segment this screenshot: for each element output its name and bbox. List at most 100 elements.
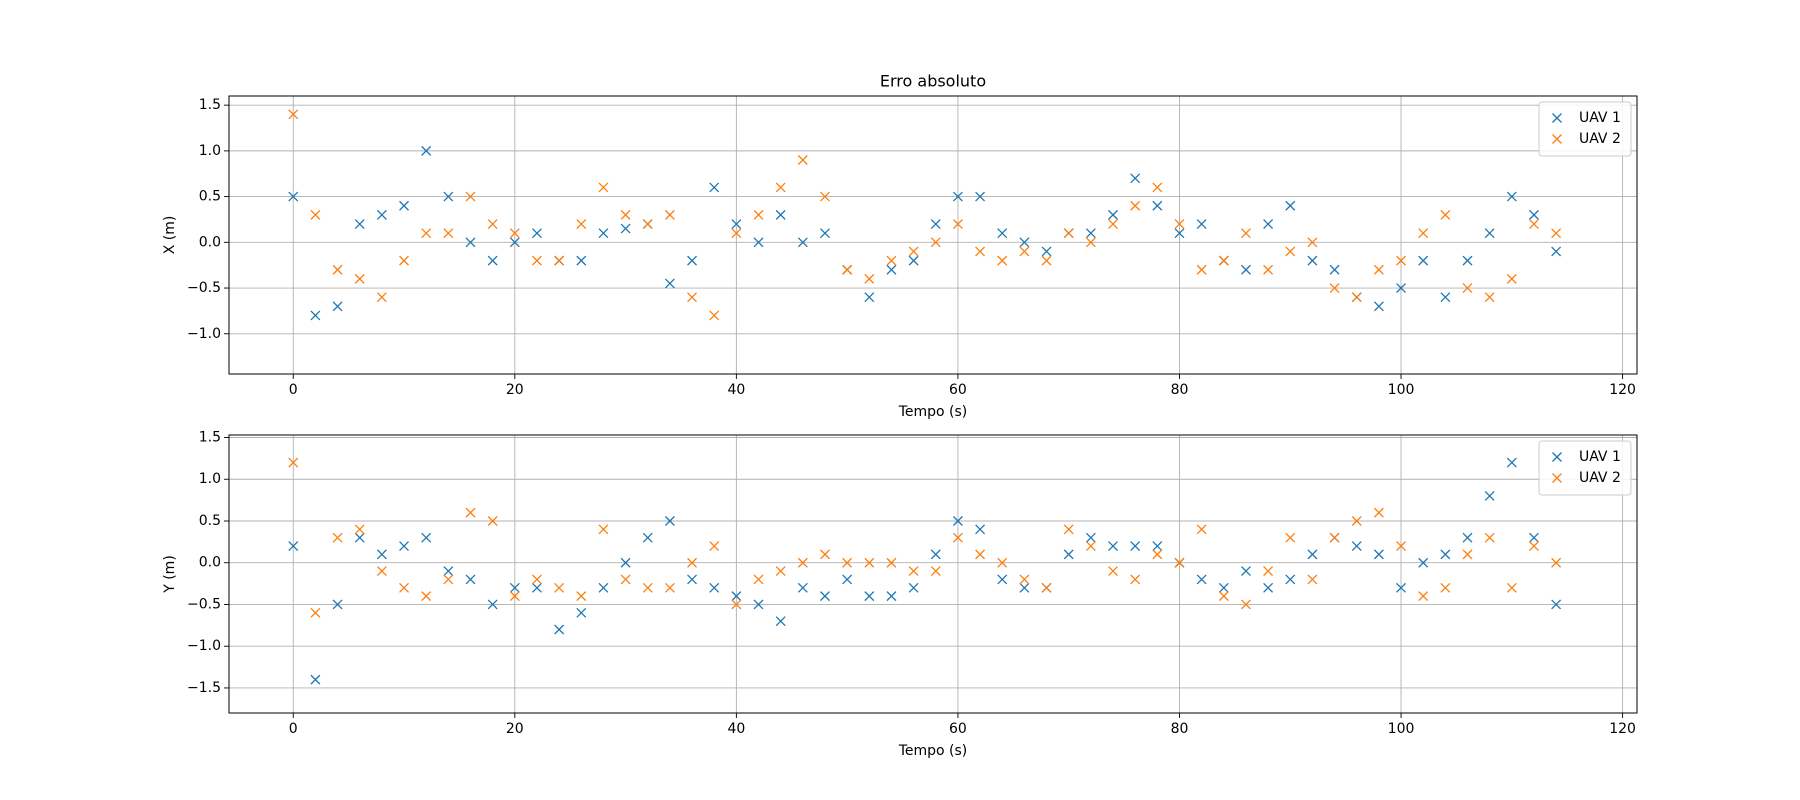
data-point — [1240, 228, 1251, 239]
data-point — [487, 599, 498, 610]
data-point — [1462, 532, 1473, 543]
data-point — [310, 607, 321, 618]
data-point — [1263, 566, 1274, 577]
data-point — [1285, 532, 1296, 543]
data-point — [1174, 219, 1185, 229]
data-point — [908, 582, 919, 593]
data-point — [354, 532, 365, 543]
data-point — [288, 541, 299, 551]
data-point — [1462, 255, 1473, 266]
x-tick-label: 120 — [1609, 382, 1636, 398]
data-point — [532, 228, 542, 239]
data-point — [1551, 246, 1562, 257]
data-point — [1085, 532, 1096, 543]
data-point — [509, 228, 520, 239]
legend-label: UAV 1 — [1579, 110, 1621, 126]
data-point — [598, 228, 609, 239]
data-point — [1440, 209, 1451, 220]
data-point — [465, 507, 476, 518]
data-point — [288, 109, 299, 120]
data-point — [332, 599, 343, 610]
y-tick-label: −0.5 — [187, 280, 221, 296]
data-point — [1063, 228, 1074, 239]
data-point — [709, 541, 720, 551]
data-point — [952, 516, 963, 526]
x-tick-label: 80 — [1171, 721, 1189, 737]
y-tick-label: 1.0 — [199, 471, 221, 487]
y-axis-label: X (m) — [162, 216, 178, 255]
data-point — [1440, 549, 1451, 560]
data-point — [576, 255, 587, 266]
data-point — [997, 255, 1008, 266]
data-point — [532, 255, 542, 266]
data-point — [1329, 283, 1340, 293]
data-point — [886, 557, 897, 568]
data-point — [1329, 532, 1340, 543]
data-point — [1285, 574, 1296, 585]
data-point — [1484, 490, 1495, 501]
x-tick-label: 60 — [949, 382, 967, 398]
data-point — [1440, 582, 1451, 593]
data-point — [598, 182, 609, 193]
data-point — [1085, 541, 1096, 551]
y-tick-label: 1.5 — [199, 97, 221, 113]
data-point — [1108, 541, 1118, 551]
data-point — [443, 574, 454, 585]
data-point — [1196, 524, 1207, 535]
data-point — [509, 237, 520, 248]
data-point — [1418, 591, 1429, 602]
data-point — [731, 591, 742, 602]
data-point — [842, 574, 853, 585]
data-point — [1506, 457, 1517, 468]
data-point — [1307, 255, 1318, 266]
data-point — [1218, 255, 1229, 266]
data-point — [1152, 182, 1163, 193]
data-point — [1506, 191, 1517, 202]
data-point — [332, 264, 343, 275]
data-point — [886, 255, 897, 266]
data-point — [664, 582, 675, 593]
data-point — [332, 532, 343, 543]
data-point — [1506, 273, 1517, 284]
data-point — [642, 532, 653, 543]
data-point — [1041, 246, 1052, 257]
data-point — [820, 591, 830, 602]
data-point — [310, 310, 321, 321]
data-point — [1396, 582, 1406, 593]
data-point — [1484, 292, 1495, 303]
data-point — [820, 228, 830, 239]
data-point — [1396, 283, 1406, 293]
data-point — [620, 574, 631, 585]
data-point — [864, 292, 875, 303]
data-point — [1551, 599, 1562, 610]
data-point — [421, 591, 432, 602]
data-point — [421, 532, 432, 543]
data-point — [1240, 264, 1251, 275]
data-point — [1529, 532, 1539, 543]
data-point — [399, 582, 409, 593]
y-tick-label: −0.5 — [187, 596, 221, 612]
data-point — [1019, 582, 1030, 593]
x-tick-label: 0 — [289, 721, 298, 737]
data-point — [1285, 200, 1296, 211]
y-tick-label: 0.0 — [199, 555, 221, 571]
legend-label: UAV 1 — [1579, 449, 1621, 465]
y-tick-label: 1.0 — [199, 143, 221, 159]
data-point — [864, 557, 875, 568]
data-point — [842, 557, 853, 568]
data-point — [1263, 264, 1274, 275]
data-point — [1041, 255, 1052, 266]
x-tick-label: 40 — [727, 721, 745, 737]
data-point — [532, 582, 542, 593]
x-tick-label: 100 — [1388, 382, 1415, 398]
axes-frame — [228, 95, 1638, 375]
y-axis-label: Y (m) — [162, 555, 178, 594]
data-point — [576, 607, 587, 618]
data-point — [1396, 541, 1406, 551]
data-point — [753, 599, 764, 610]
x-tick-label: 40 — [727, 382, 745, 398]
data-point — [1373, 507, 1384, 518]
data-point — [731, 219, 742, 229]
data-point — [1130, 574, 1141, 585]
